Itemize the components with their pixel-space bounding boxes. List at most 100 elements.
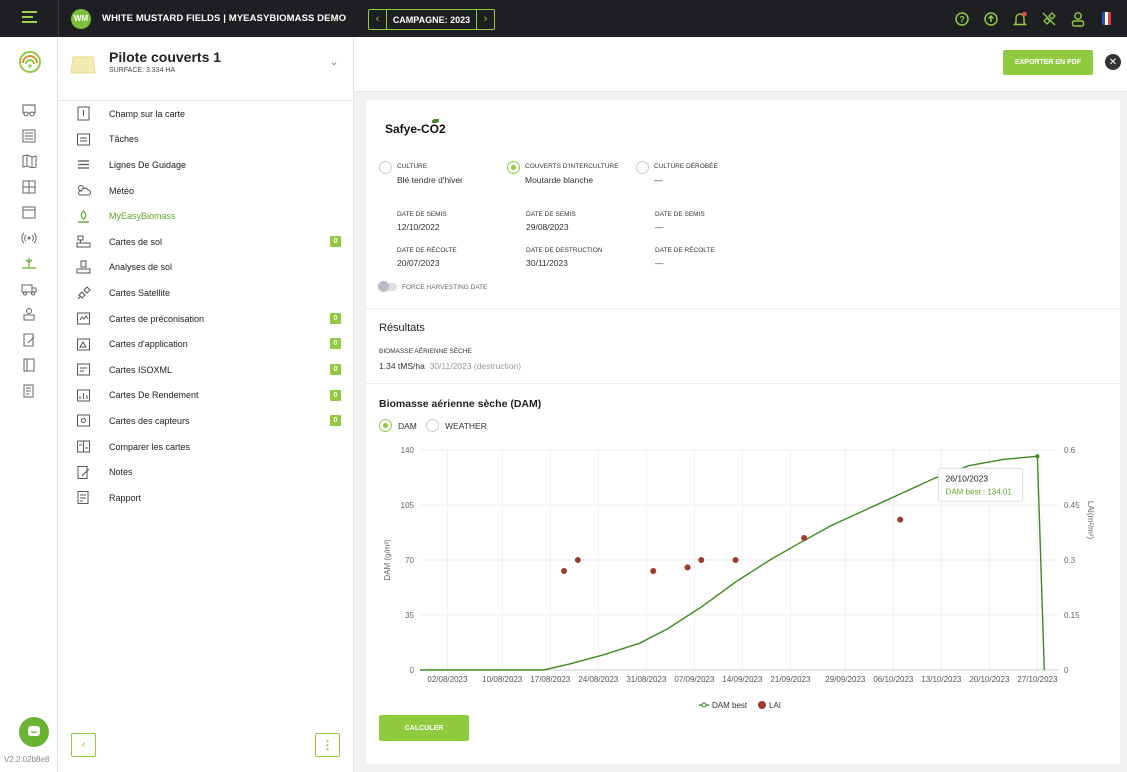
tractor-icon[interactable] <box>20 102 38 118</box>
y2-tick-label: 0.6 <box>1064 446 1076 455</box>
menu-item-label: Champ sur la carte <box>109 108 186 119</box>
y-tick-label: 0 <box>410 666 415 675</box>
force-harvesting-toggle[interactable] <box>378 281 397 292</box>
radio-cover-crop[interactable] <box>507 161 520 174</box>
menu-item-analyses-de-sol[interactable]: Analyses de sol <box>75 255 345 281</box>
section-divider <box>366 308 1120 309</box>
language-flag-fr-icon[interactable] <box>1098 10 1115 27</box>
radio-weather[interactable] <box>426 419 439 432</box>
notifications-bell-icon[interactable] <box>1011 10 1028 27</box>
lai-point <box>561 568 568 574</box>
soil-map-icon <box>75 234 91 250</box>
calculate-button[interactable]: CALCULER <box>379 715 469 741</box>
menu-item-label: Cartes des capteurs <box>109 415 190 426</box>
menu-item-label: Cartes Satellite <box>109 287 171 298</box>
menu-item-myeasybiomass[interactable]: MyEasyBiomass <box>75 203 345 229</box>
weather-toggle[interactable]: WEATHER <box>426 419 487 432</box>
menu-item-rapport[interactable]: Rapport <box>75 485 345 511</box>
radio-culture[interactable] <box>379 161 392 174</box>
dam-best-line <box>420 455 1045 671</box>
crop-option-catch[interactable]: CULTURE DÉROBÉE — <box>636 161 718 185</box>
menu-item-cartes-de-pr-conisation[interactable]: Cartes de préconisation 0 <box>75 306 345 332</box>
chevron-down-icon[interactable]: ⌄ <box>330 57 339 68</box>
edit-document-icon[interactable] <box>20 332 38 348</box>
close-icon[interactable]: ✕ <box>1105 54 1121 70</box>
farm-name[interactable]: WHITE MUSTARD FIELDS | MYEASYBIOMASS DEM… <box>102 13 347 24</box>
menu-item-t-ches[interactable]: Tâches <box>75 127 345 153</box>
app-logo-icon[interactable] <box>19 51 41 78</box>
menu-item-cartes-isoxml[interactable]: Cartes ISOXML 0 <box>75 357 345 383</box>
lai-point <box>650 568 657 574</box>
campaign-label: CAMPAGNE: 2023 <box>392 14 471 25</box>
menu-item-cartes-d-application[interactable]: Cartes d'application 0 <box>75 331 345 357</box>
field-menu-list: Champ sur la carte Tâches Lignes De Guidag… <box>75 101 345 511</box>
lai-point <box>801 535 808 541</box>
upload-icon[interactable] <box>982 10 999 27</box>
count-badge: 0 <box>330 363 341 375</box>
chat-support-icon[interactable] <box>19 717 49 747</box>
menu-item-comparer-les-cartes[interactable]: Comparer les cartes <box>75 434 345 460</box>
calendar-icon[interactable] <box>20 204 38 220</box>
sensor-signal-icon[interactable] <box>20 230 38 246</box>
menu-item-label: Notes <box>109 467 133 478</box>
menu-item-notes[interactable]: Notes <box>75 459 345 485</box>
menu-item-champ-sur-la-carte[interactable]: Champ sur la carte <box>75 101 345 127</box>
collapse-menu-button[interactable]: ‹ <box>71 733 96 757</box>
x-tick-label: 27/10/2023 <box>1017 675 1058 684</box>
more-options-button[interactable]: ⋮ <box>315 733 340 757</box>
dam-chart: 0 35 70 105 140 0 0.15 0.3 0.45 0.6 02/08/2023 10/0… <box>383 446 1095 710</box>
report-list-icon[interactable] <box>20 383 38 399</box>
radio-dam[interactable] <box>379 419 392 432</box>
satellite-off-icon[interactable] <box>1040 10 1057 27</box>
menu-item-cartes-des-capteurs[interactable]: Cartes des capteurs 0 <box>75 408 345 434</box>
menu-item-label: Météo <box>109 185 135 196</box>
map-pin-square-icon <box>75 106 91 122</box>
help-icon[interactable]: ? <box>953 10 970 27</box>
crop-option-culture[interactable]: CULTURE Blé tendre d'hiver <box>379 161 463 185</box>
menu-item-cartes-de-rendement[interactable]: Cartes De Rendement 0 <box>75 383 345 409</box>
person-icon[interactable] <box>20 306 38 322</box>
report-icon <box>75 490 91 506</box>
menu-item-label: MyEasyBiomass <box>109 211 176 222</box>
plot-title[interactable]: Pilote couverts 1 <box>109 49 222 65</box>
menu-item-cartes-satellite[interactable]: Cartes Satellite <box>75 280 345 306</box>
chevron-down-icon[interactable]: ⌄ <box>331 12 340 23</box>
harvest-date-catch: DATE DE RÉCOLTE — <box>655 247 715 268</box>
farm-avatar[interactable]: WM <box>71 9 91 29</box>
sowing-date-catch: DATE DE SEMIS — <box>655 211 705 232</box>
menu-item-cartes-de-sol[interactable]: Cartes de sol 0 <box>75 229 345 255</box>
book-icon[interactable] <box>20 357 38 373</box>
biomass-date: 30/11/2023 (destruction) <box>429 361 522 371</box>
dam-toggle[interactable]: DAM <box>379 419 417 432</box>
radio-catch-crop[interactable] <box>636 161 649 174</box>
menu-item-label: Cartes ISOXML <box>109 364 173 375</box>
crop-field-icon[interactable] <box>20 255 38 271</box>
chart-tooltip <box>938 467 1024 502</box>
menu-item-m-t-o[interactable]: Météo <box>75 178 345 204</box>
application-map-icon <box>75 336 91 352</box>
results-title: Résultats <box>379 322 425 334</box>
map-icon[interactable] <box>20 153 38 169</box>
sowing-date-culture: DATE DE SEMIS 12/10/2022 <box>397 211 447 232</box>
tooltip-value: DAM best : 134.01 <box>946 487 1013 496</box>
lai-point <box>732 557 739 563</box>
export-pdf-button[interactable]: EXPORTER EN PDF <box>1003 50 1093 75</box>
previous-campaign-button[interactable]: ‹ <box>369 10 387 29</box>
destruction-date-cover: DATE DE DESTRUCTION 30/11/2023 <box>526 247 603 268</box>
sensor-map-icon <box>75 413 91 429</box>
fields-list-icon[interactable] <box>20 128 38 144</box>
y2-tick-label: 0.3 <box>1064 556 1076 565</box>
next-campaign-button[interactable]: › <box>476 10 494 29</box>
user-profile-icon[interactable] <box>1069 10 1086 27</box>
crop-option-cover[interactable]: COUVERTS D'INTERCULTURE Moutarde blanche <box>507 161 618 185</box>
grid-map-icon[interactable] <box>20 179 38 195</box>
x-tick-label: 13/10/2023 <box>921 675 962 684</box>
hamburger-menu-icon[interactable] <box>22 11 37 25</box>
icon-rail: V2.2:02b8e8 <box>0 37 58 772</box>
y-axis-label: DAM (g/m²) <box>383 539 392 581</box>
crop-value: — <box>654 175 663 185</box>
menu-item-lignes-de-guidage[interactable]: Lignes De Guidage <box>75 152 345 178</box>
lai-point <box>574 557 581 563</box>
machinery-icon[interactable] <box>20 281 38 297</box>
x-tick-label: 29/09/2023 <box>825 675 866 684</box>
